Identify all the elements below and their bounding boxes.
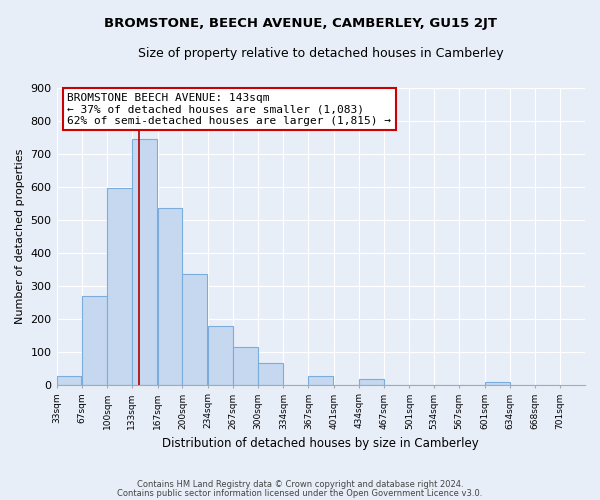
Text: Contains HM Land Registry data © Crown copyright and database right 2024.: Contains HM Land Registry data © Crown c… [137,480,463,489]
Text: BROMSTONE, BEECH AVENUE, CAMBERLEY, GU15 2JT: BROMSTONE, BEECH AVENUE, CAMBERLEY, GU15… [104,18,497,30]
Bar [182,274,208,384]
Bar [485,382,509,384]
Bar [56,376,82,384]
Text: Contains public sector information licensed under the Open Government Licence v3: Contains public sector information licen… [118,488,482,498]
Bar [208,326,233,384]
Text: BROMSTONE BEECH AVENUE: 143sqm
← 37% of detached houses are smaller (1,083)
62% : BROMSTONE BEECH AVENUE: 143sqm ← 37% of … [67,92,391,126]
Title: Size of property relative to detached houses in Camberley: Size of property relative to detached ho… [138,48,503,60]
Bar [158,208,182,384]
Bar [233,347,258,385]
Bar [107,188,132,384]
Y-axis label: Number of detached properties: Number of detached properties [15,148,25,324]
Bar [308,376,333,384]
Bar [359,378,384,384]
Bar [258,363,283,384]
Bar [82,296,107,384]
X-axis label: Distribution of detached houses by size in Camberley: Distribution of detached houses by size … [163,437,479,450]
Bar [132,139,157,384]
